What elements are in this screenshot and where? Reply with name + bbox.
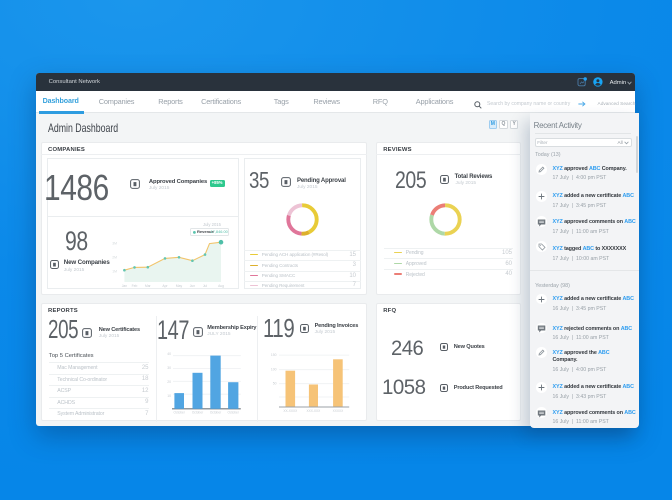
svg-text:100: 100 — [271, 368, 277, 372]
svg-text:Aug: Aug — [218, 284, 224, 288]
svg-text:Feb: Feb — [132, 284, 138, 288]
svg-text:October: October — [210, 411, 222, 415]
svg-text:XX-XXXX: XX-XXXX — [283, 409, 298, 413]
svg-text:3M: 3M — [112, 242, 117, 246]
svg-text:20: 20 — [167, 380, 171, 384]
svg-text:XXXXX: XXXXX — [333, 409, 345, 413]
svg-text:30: 30 — [167, 366, 171, 370]
svg-text:40: 40 — [167, 352, 171, 356]
svg-text:October: October — [228, 411, 240, 415]
svg-text:Apr: Apr — [162, 284, 168, 288]
svg-text:2M: 2M — [112, 256, 117, 260]
svg-text:May: May — [176, 284, 183, 288]
svg-text:1M: 1M — [112, 270, 117, 274]
svg-text:10: 10 — [167, 394, 171, 398]
svg-text:October: October — [174, 411, 186, 415]
svg-text:Jul: Jul — [203, 284, 207, 288]
svg-text:150: 150 — [271, 353, 277, 357]
svg-text:50: 50 — [273, 382, 277, 386]
svg-text:Jun: Jun — [190, 284, 195, 288]
svg-text:Mar: Mar — [145, 284, 152, 288]
svg-text:October: October — [192, 411, 204, 415]
svg-text:Jan: Jan — [122, 284, 127, 288]
svg-text:XXX-XXX: XXX-XXX — [306, 409, 321, 413]
